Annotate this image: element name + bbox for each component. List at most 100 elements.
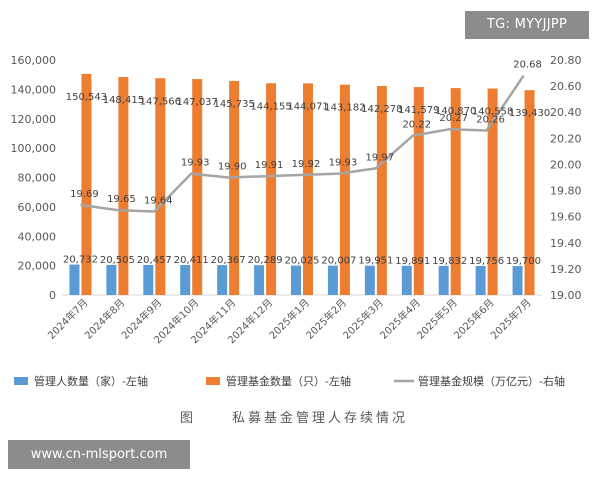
label-scale: 19.97 — [366, 152, 395, 163]
watermark-bottom-left: www.cn-mlsport.com — [8, 440, 190, 469]
label-funds: 143,182 — [324, 103, 365, 114]
bar-managers — [327, 265, 338, 295]
label-managers: 20,411 — [174, 255, 209, 266]
caption-title: 私募基金管理人存续情况 — [232, 410, 408, 426]
y-left-tick-label: 80,000 — [18, 172, 57, 185]
y-left-tick-label: 20,000 — [18, 260, 57, 273]
scale-line — [80, 74, 525, 213]
legend-label: 管理人数量（家）-左轴 — [34, 374, 148, 388]
bar-managers — [364, 265, 375, 295]
y-right-tick-label: 19.00 — [550, 289, 582, 302]
y-right-tick-label: 19.20 — [550, 263, 582, 276]
label-funds: 147,037 — [177, 97, 218, 108]
bars — [69, 73, 535, 296]
label-funds: 142,278 — [361, 104, 402, 115]
bar-funds — [303, 83, 313, 295]
legend-label: 管理基金数量（只）-左轴 — [226, 374, 351, 388]
bar-funds — [81, 73, 92, 295]
label-funds: 140,870 — [435, 106, 476, 117]
bar-managers — [512, 266, 523, 295]
bar-managers — [180, 265, 191, 295]
label-managers: 20,025 — [285, 256, 320, 267]
label-scale: 19.93 — [329, 158, 358, 169]
y-left-tick-label: 140,000 — [11, 83, 57, 96]
label-funds: 148,415 — [103, 95, 144, 106]
bar-funds — [524, 90, 535, 295]
label-scale: 20.22 — [402, 120, 431, 131]
bar-managers — [254, 265, 265, 295]
label-funds: 147,566 — [140, 96, 181, 107]
legend-swatch — [206, 377, 220, 385]
legend: 管理人数量（家）-左轴 管理基金数量（只）-左轴 管理基金规模（万亿元）-右轴 — [14, 374, 565, 388]
bar-managers — [217, 265, 228, 295]
bar-funds — [118, 77, 129, 295]
y-right-tick-label: 19.40 — [550, 237, 582, 250]
bar-managers — [291, 265, 301, 295]
label-managers: 20,505 — [100, 255, 135, 266]
label-managers: 20,367 — [211, 255, 246, 266]
label-managers: 20,007 — [321, 256, 356, 267]
caption-label: 图 — [180, 411, 193, 426]
y-left-tick-label: 120,000 — [11, 113, 57, 126]
legend-label: 管理基金规模（万亿元）-右轴 — [418, 374, 565, 388]
label-funds: 141,579 — [398, 105, 439, 116]
y-left-tick-label: 60,000 — [18, 201, 57, 214]
label-funds: 145,735 — [213, 99, 254, 110]
watermark-top-right: TG: MYYJJPP — [465, 11, 589, 39]
bar-managers — [438, 265, 449, 295]
label-managers: 19,832 — [432, 256, 467, 267]
data-labels: 20,732 150,543 19.69 20,505 148,415 19.65 20,4… — [63, 60, 550, 267]
bar-funds — [339, 84, 350, 295]
label-managers: 19,951 — [358, 256, 393, 267]
label-scale: 19.69 — [70, 189, 99, 200]
bar-funds — [487, 88, 498, 295]
y-right-tick-label: 20.40 — [550, 106, 582, 119]
y-left-tick-label: 0 — [49, 289, 56, 302]
label-scale: 20.27 — [439, 113, 468, 124]
label-funds: 150,543 — [66, 92, 107, 103]
label-scale: 19.65 — [107, 194, 136, 205]
bar-funds — [192, 79, 203, 296]
x-tick-label: 2025年7月 — [488, 296, 534, 342]
label-scale: 19.93 — [181, 158, 210, 169]
y-right-tick-label: 20.00 — [550, 158, 582, 171]
bar-managers — [143, 264, 154, 295]
bar-managers — [475, 265, 486, 295]
line-scale — [80, 74, 525, 213]
y-left-tick-label: 100,000 — [11, 142, 57, 155]
bar-funds — [376, 86, 387, 295]
label-managers: 20,457 — [137, 255, 172, 266]
y-right-tick-label: 20.20 — [550, 132, 582, 145]
label-scale: 19.92 — [292, 159, 321, 170]
bar-funds — [266, 83, 277, 296]
label-funds: 144,155 — [250, 101, 291, 112]
label-managers: 19,700 — [506, 256, 541, 267]
label-scale: 19.64 — [144, 195, 173, 206]
y-left-tick-label: 160,000 — [11, 54, 57, 67]
bar-funds — [229, 80, 240, 295]
bar-managers — [69, 264, 80, 295]
label-scale: 19.91 — [255, 160, 284, 171]
bar-funds — [155, 78, 166, 295]
label-managers: 19,756 — [469, 256, 504, 267]
label-funds: 139,430 — [509, 108, 550, 119]
label-funds: 140,558 — [472, 107, 513, 118]
y-left-tick-label: 40,000 — [18, 230, 57, 243]
label-scale: 19.90 — [218, 162, 247, 173]
label-managers: 20,289 — [248, 255, 283, 266]
caption: 图 私募基金管理人存续情况 — [180, 410, 408, 426]
label-managers: 20,732 — [63, 255, 98, 266]
y-right-tick-label: 19.60 — [550, 211, 582, 224]
legend-swatch — [14, 377, 28, 385]
bar-funds — [450, 88, 461, 295]
bar-managers — [401, 265, 412, 295]
bar-managers — [106, 264, 117, 295]
label-funds: 144,071 — [287, 101, 328, 112]
label-managers: 19,891 — [395, 256, 430, 267]
y-right-tick-label: 20.80 — [550, 54, 582, 67]
y-right-tick-label: 19.80 — [550, 185, 582, 198]
y-right-tick-label: 20.60 — [550, 80, 582, 93]
bar-funds — [413, 87, 424, 295]
label-scale: 20.68 — [513, 60, 542, 71]
